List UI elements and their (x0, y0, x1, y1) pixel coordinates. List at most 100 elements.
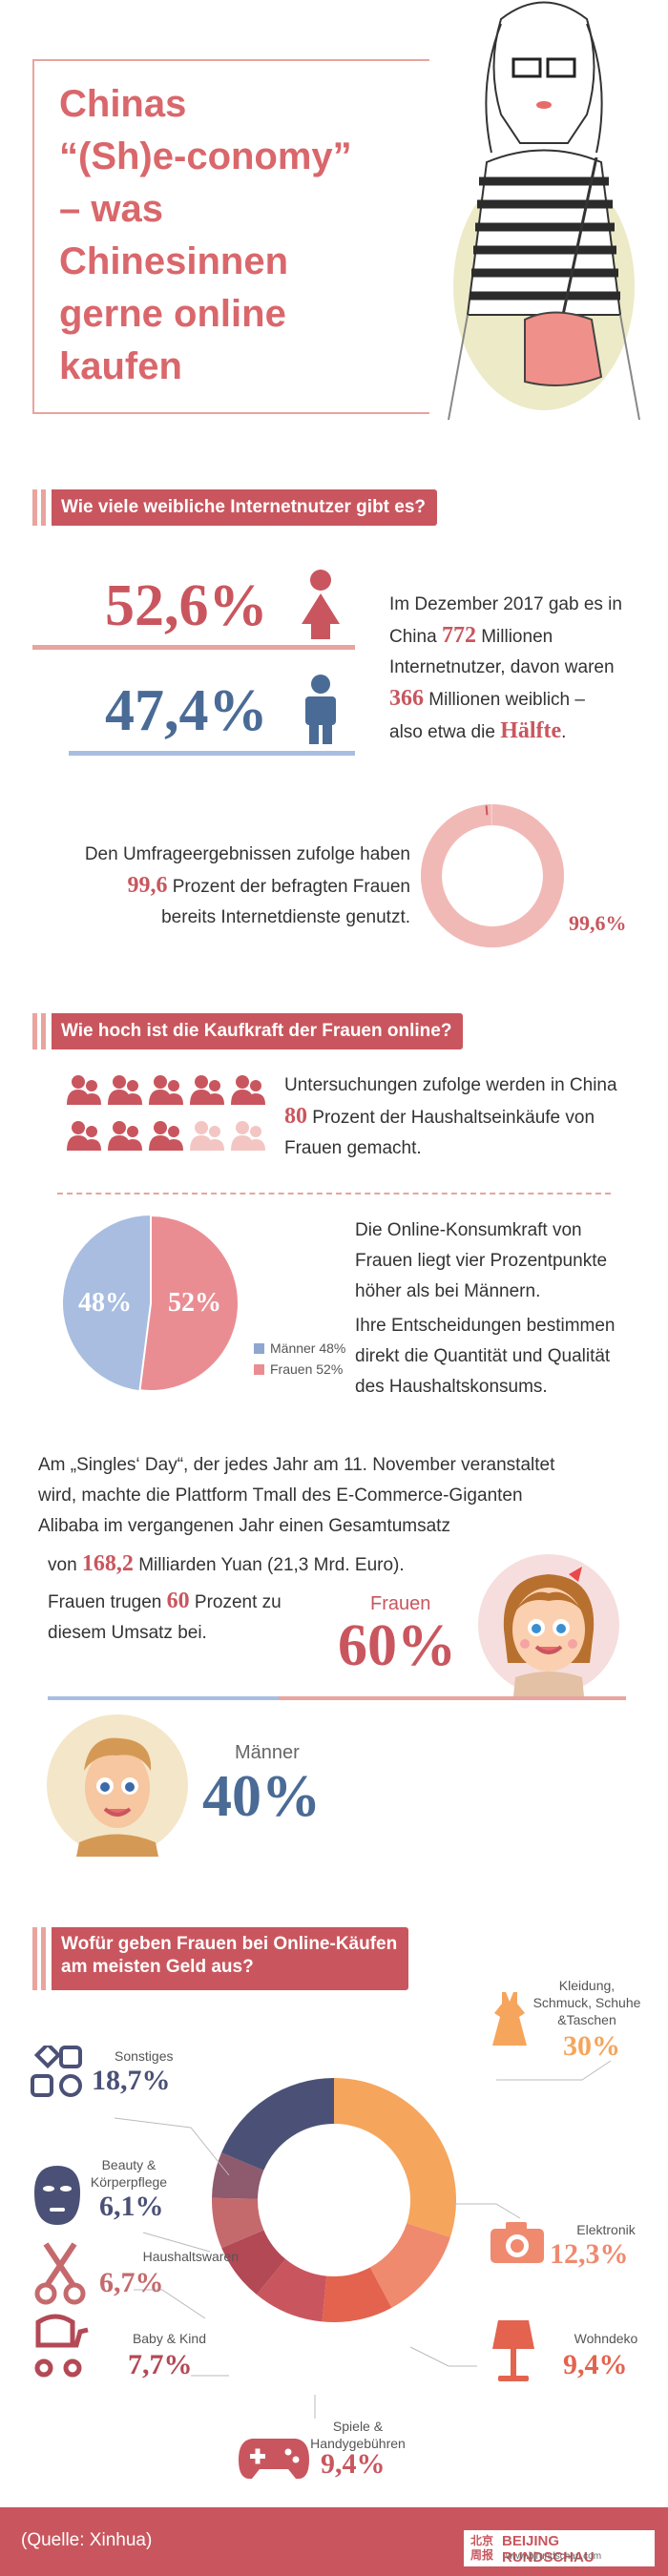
title-line: Chinesinnen (59, 240, 289, 282)
section-header-purchasing-power: Wie hoch ist die Kaufkraft der Frauen on… (32, 1013, 464, 1049)
brand-logo: 北京周报 BEIJING RUNDSCHAU www.bjrundschau.c… (464, 2530, 655, 2566)
section-header-spending: Wofür geben Frauen bei Online-Käufen am … (32, 1927, 409, 1990)
donut-segment-4 (221, 2230, 286, 2296)
female-percentage: 52,6% (105, 573, 268, 638)
title-line: Chinas (59, 83, 187, 125)
household-person-icon (231, 1121, 265, 1151)
scissors-icon (34, 2242, 86, 2305)
gender-pie-chart: 48% 52% (62, 1214, 240, 1392)
household-person-icon (149, 1075, 183, 1105)
title-line: “(Sh)e-conomy” (59, 135, 352, 177)
category-label-electronics: Elektronik (576, 2222, 636, 2237)
pie-slice-male (62, 1215, 151, 1391)
household-person-icon (108, 1121, 142, 1151)
male-icon (305, 675, 336, 744)
dashed-divider (57, 1193, 611, 1195)
category-value-beauty: 6,1% (99, 2191, 164, 2222)
survey-donut (421, 804, 564, 947)
donut-segment-6 (212, 2152, 264, 2199)
title-line: gerne online (59, 293, 286, 335)
internet-users-text: Im Dezember 2017 gab es in China 772 Mil… (389, 594, 622, 743)
household-person-icon (149, 1121, 183, 1151)
pie-label-female: 52% (168, 1288, 221, 1318)
category-value-electronics: 12,3% (550, 2238, 629, 2270)
men-label: Männer (235, 1742, 300, 1763)
leader-lines (114, 2060, 612, 2419)
legend-male: Männer 48% (254, 1338, 345, 1359)
male-percentage: 47,4% (105, 678, 268, 743)
title-line: kaufen (59, 345, 182, 387)
spending-donut-chart (212, 2078, 456, 2322)
header-bars (32, 489, 46, 526)
category-label-other: Sonstiges (115, 2048, 174, 2064)
category-label-games: Spiele & Handygebühren (310, 2419, 406, 2451)
pie-legend: Männer 48% Frauen 52% (254, 1338, 345, 1380)
pie-label-male: 48% (78, 1288, 132, 1318)
dress-icon (492, 1992, 527, 2046)
pie-text-2: Ihre Entscheidungen bestimmen direkt die… (355, 1316, 616, 1397)
category-value-home-decor: 9,4% (563, 2349, 628, 2380)
pie-text-1: Die Online-Konsumkraft von Frauen liegt … (355, 1220, 608, 1301)
man-avatar (47, 1714, 188, 1857)
singles-day-women-share: Frauen trugen 60 Prozent zu diesem Umsat… (48, 1589, 282, 1643)
woman-illustration (448, 1, 640, 421)
category-value-household: 6,7% (99, 2267, 164, 2298)
household-person-icon (190, 1075, 224, 1105)
category-label-beauty: Beauty & Körperpflege (90, 2157, 168, 2190)
title-line: – was (59, 188, 163, 230)
survey-text: Den Umfrageergebnissen zufolge haben 99,… (84, 844, 410, 927)
section-header-label: Wie viele weibliche Internetnutzer gibt … (52, 489, 438, 526)
brand-name: BEIJING RUNDSCHAU (502, 2533, 595, 2566)
section-header-label: Wofür geben Frauen bei Online-Käufen am … (52, 1927, 409, 1990)
women-percentage: 60% (338, 1613, 456, 1678)
brand-url: www.bjrundschau.com (506, 2551, 602, 2562)
household-person-icon (231, 1075, 265, 1105)
section-header-internet-users: Wie viele weibliche Internetnutzer gibt … (32, 489, 438, 526)
singles-day-text: Am „Singles‘ Day“, der jedes Jahr am 11.… (38, 1455, 555, 1536)
household-icons-grid (67, 1074, 267, 1160)
donut-value-label: 99,6% (569, 911, 627, 935)
face-mask-icon (34, 2166, 80, 2225)
source-note: (Quelle: Xinhua) (21, 2530, 153, 2550)
gamepad-icon (239, 2439, 309, 2480)
stroller-icon (34, 2314, 89, 2378)
lamp-icon (492, 2320, 534, 2381)
donut-segment-0 (334, 2078, 456, 2237)
household-person-icon (190, 1121, 224, 1151)
header-bars (32, 1927, 46, 1990)
donut-segment-5 (212, 2197, 264, 2249)
household-person-icon (67, 1121, 101, 1151)
donut-segment-3 (256, 2258, 327, 2322)
woman-avatar (478, 1554, 619, 1696)
women-label: Frauen (370, 1593, 431, 1614)
donut-segment-7 (221, 2078, 334, 2171)
category-value-other: 18,7% (92, 2065, 171, 2096)
female-icon (302, 570, 340, 639)
household-person-icon (67, 1075, 101, 1105)
male-bar (69, 751, 355, 756)
section-header-label: Wie hoch ist die Kaufkraft der Frauen on… (52, 1013, 464, 1049)
category-value-clothing: 30% (563, 2030, 620, 2062)
household-person-icon (108, 1075, 142, 1105)
category-label-household: Haushaltswaren (142, 2249, 239, 2264)
brand-logo-cn: 北京周报 (470, 2534, 493, 2562)
household-text: Untersuchungen zufolge werden in China 8… (284, 1075, 617, 1158)
page-title: Chinas “(Sh)e-conomy” – was Chinesinnen … (59, 78, 422, 393)
header-bars (32, 1013, 46, 1049)
category-label-baby: Baby & Kind (132, 2331, 206, 2346)
category-value-games: 9,4% (321, 2448, 386, 2480)
category-label-clothing: Kleidung, Schmuck, Schuhe &Taschen (532, 1978, 641, 2027)
title-frame (32, 59, 429, 414)
legend-female: Frauen 52% (254, 1359, 345, 1380)
category-label-home-decor: Wohndeko (574, 2331, 638, 2346)
category-value-baby: 7,7% (128, 2349, 193, 2380)
pie-slice-female (138, 1214, 240, 1392)
camera-icon (491, 2222, 544, 2263)
singles-day-amount: von 168,2 Milliarden Yuan (21,3 Mrd. Eur… (48, 1551, 405, 1576)
donut-segment-1 (369, 2223, 450, 2308)
donut-segment-2 (322, 2267, 392, 2322)
men-percentage: 40% (202, 1764, 321, 1829)
female-bar (32, 645, 355, 650)
grid-shapes-icon (31, 2046, 82, 2097)
share-bar-women (279, 1696, 626, 1700)
